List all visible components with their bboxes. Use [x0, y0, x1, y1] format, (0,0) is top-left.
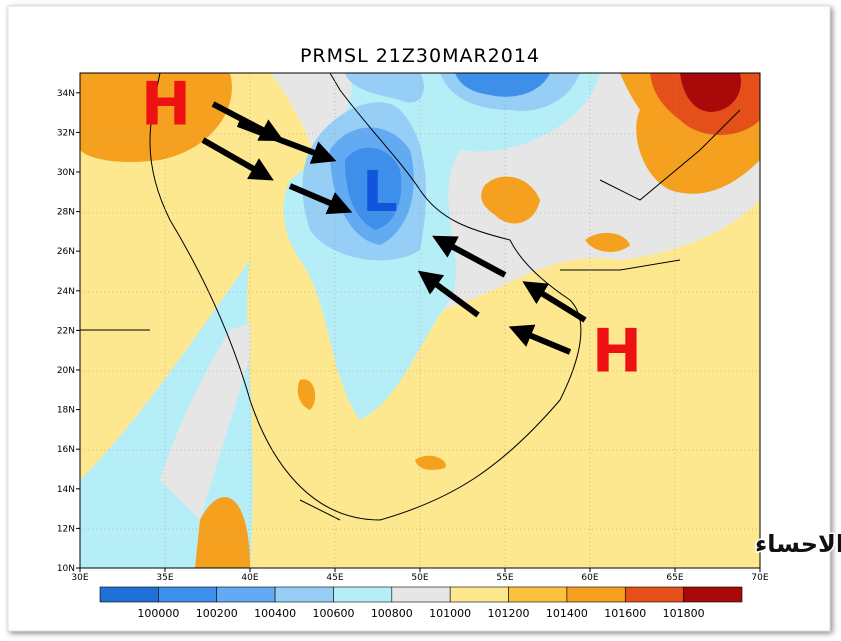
- colorbar-swatch: [683, 586, 743, 603]
- x-tick-label: 70E: [751, 573, 768, 583]
- colorbar-label: 100400: [254, 607, 296, 620]
- colorbar-label: 101400: [546, 607, 588, 620]
- y-tick-label: 20N: [57, 366, 75, 376]
- y-tick-label: 12N: [57, 524, 75, 534]
- colorbar-label: 101800: [663, 607, 705, 620]
- title: PRMSL 21Z30MAR2014: [300, 45, 540, 67]
- colorbar-label: 100600: [312, 607, 354, 620]
- x-tick-label: 65E: [666, 573, 683, 583]
- x-tick-label: 40E: [241, 573, 258, 583]
- x-tick-label: 35E: [156, 573, 173, 583]
- colorbar-swatch: [99, 586, 159, 603]
- high-label: H: [592, 317, 642, 387]
- colorbar-label: 101600: [604, 607, 646, 620]
- y-tick-label: 34N: [57, 89, 75, 99]
- low-label: L: [362, 160, 398, 225]
- colorbar-label: 100200: [196, 607, 238, 620]
- colorbar-swatch: [391, 586, 451, 603]
- x-tick-label: 30E: [71, 573, 88, 583]
- x-tick-label: 45E: [326, 573, 343, 583]
- high-label: H: [141, 70, 191, 140]
- colorbar-swatch: [624, 586, 684, 603]
- y-tick-label: 22N: [57, 326, 75, 336]
- y-tick-label: 10N: [57, 564, 75, 574]
- arrows: [201, 101, 587, 355]
- colorbar-swatch: [508, 586, 568, 603]
- y-tick-label: 32N: [57, 128, 75, 138]
- y-tick-label: 26N: [57, 247, 75, 257]
- y-tick-label: 14N: [57, 485, 75, 495]
- colorbar-swatch: [158, 586, 218, 603]
- colorbar-swatch: [449, 586, 509, 603]
- y-tick-label: 24N: [57, 287, 75, 297]
- y-tick-label: 28N: [57, 208, 75, 218]
- y-tick-label: 30N: [57, 168, 75, 178]
- colorbar-label: 101000: [429, 607, 471, 620]
- colorbar-swatch: [333, 586, 393, 603]
- colorbar-swatch: [566, 586, 626, 603]
- colorbar-label: 100000: [137, 607, 179, 620]
- colorbar-swatch: [216, 586, 276, 603]
- map-field: [80, 73, 760, 568]
- colorbar-label: 100800: [371, 607, 413, 620]
- y-tick-label: 16N: [57, 445, 75, 455]
- x-tick-label: 50E: [411, 573, 428, 583]
- y-tick-label: 18N: [57, 406, 75, 416]
- watermark: براري الاحساء: [755, 530, 841, 558]
- colorbar-swatch: [274, 586, 334, 603]
- x-tick-label: 55E: [496, 573, 513, 583]
- colorbar-label: 101200: [488, 607, 530, 620]
- x-tick-label: 60E: [581, 573, 598, 583]
